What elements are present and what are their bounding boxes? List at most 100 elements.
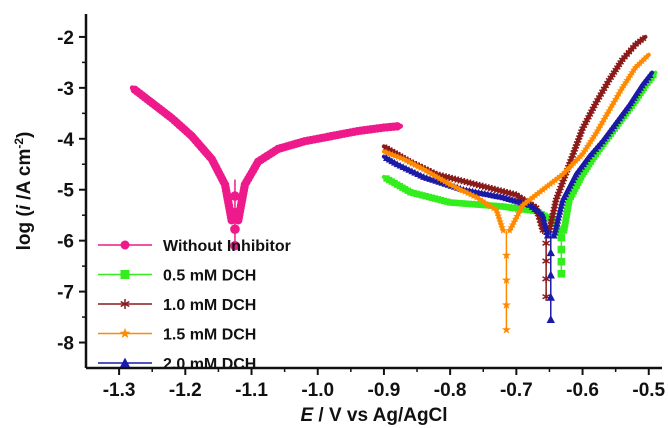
data-point [551,176,560,184]
y-axis-ticks: -2 -3 -4 -5 -6 -7 -8 [57,28,86,355]
y-tick-label: -8 [57,334,74,355]
data-point [494,211,503,220]
series-layer [129,34,658,334]
x-tick-label: -1.1 [235,380,268,401]
data-point [546,315,555,324]
data-point [557,233,566,242]
axes [84,14,662,370]
data-point [558,170,567,178]
data-point [542,239,551,248]
data-point [383,175,390,182]
data-point [461,187,469,195]
data-point [449,182,457,190]
data-point [576,152,585,160]
data-point [385,149,394,157]
data-point [542,224,550,232]
data-point [646,71,654,79]
data-point [230,191,240,201]
data-point [543,181,552,190]
data-point [546,180,555,188]
data-point [540,214,548,222]
data-point [425,168,433,176]
data-point [633,61,642,69]
data-point [414,162,422,170]
data-point [481,198,489,207]
legend-marker [120,357,130,368]
data-point [534,189,542,197]
data-point [557,269,566,278]
data-point [466,190,475,198]
data-point [519,201,527,209]
x-tick-label: -1.3 [103,380,136,401]
data-point [230,207,240,218]
data-point [521,199,530,207]
data-point [492,206,501,214]
legend-marker [119,327,131,339]
data-point [546,292,555,301]
series-2-0-mm-dch [381,70,655,324]
data-point [501,325,511,334]
data-point [497,220,506,228]
data-point [411,160,419,169]
data-point [487,202,495,210]
data-point [541,183,550,192]
data-point [542,256,551,266]
data-point [463,189,472,197]
data-point [441,177,449,185]
data-point [408,159,417,167]
data-point [452,183,460,191]
x-tick-label: -0.6 [566,380,599,401]
legend-label: 1.5 mM DCH [163,327,256,344]
data-point [458,186,466,194]
data-point [130,85,140,94]
y-tick-label: -7 [57,283,74,304]
data-point [399,155,408,163]
data-point [419,165,428,173]
data-point [501,300,511,309]
data-point [394,152,402,161]
data-point [484,200,492,208]
data-point [392,122,402,131]
data-point [501,250,511,260]
data-point [636,59,644,67]
data-point [495,214,504,223]
data-point [433,172,441,181]
x-axis-ticks: -1.3 -1.2 -1.1 -1.0 -0.9 -0.8 -0.7 -0.6 -0.5 [103,368,666,401]
data-point [543,228,551,236]
data-point [638,57,646,65]
data-point [536,187,545,195]
y-tick-label: -2 [57,28,74,49]
data-point [417,163,425,172]
data-point [567,161,576,169]
data-point [499,226,507,234]
data-point [478,197,487,205]
data-point [565,163,574,171]
legend-label: Without Inhibitor [163,238,291,255]
data-point [540,218,548,225]
data-point [569,159,578,167]
legend-label: 0.5 mM DCH [163,268,256,285]
data-point [443,179,452,187]
y-axis-title: log (i /A cm-2) [12,132,35,251]
data-point [546,270,555,279]
data-point [388,150,397,159]
series-without-inhibitor [129,85,403,251]
x-tick-label: -0.7 [500,380,533,401]
data-point [553,174,562,182]
data-point [427,169,436,178]
data-point [561,168,569,176]
data-point [548,178,557,186]
data-point [531,191,540,199]
legend-marker [120,299,130,309]
data-point [472,193,481,201]
data-point [642,52,651,61]
data-point [391,151,400,160]
data-point [496,217,505,225]
data-point [489,204,498,212]
data-point [230,224,240,235]
y-tick-label: -5 [57,181,74,202]
data-point [498,223,506,231]
y-tick-label: -3 [57,79,74,100]
data-point [526,195,535,203]
x-tick-label: -0.8 [434,380,467,401]
